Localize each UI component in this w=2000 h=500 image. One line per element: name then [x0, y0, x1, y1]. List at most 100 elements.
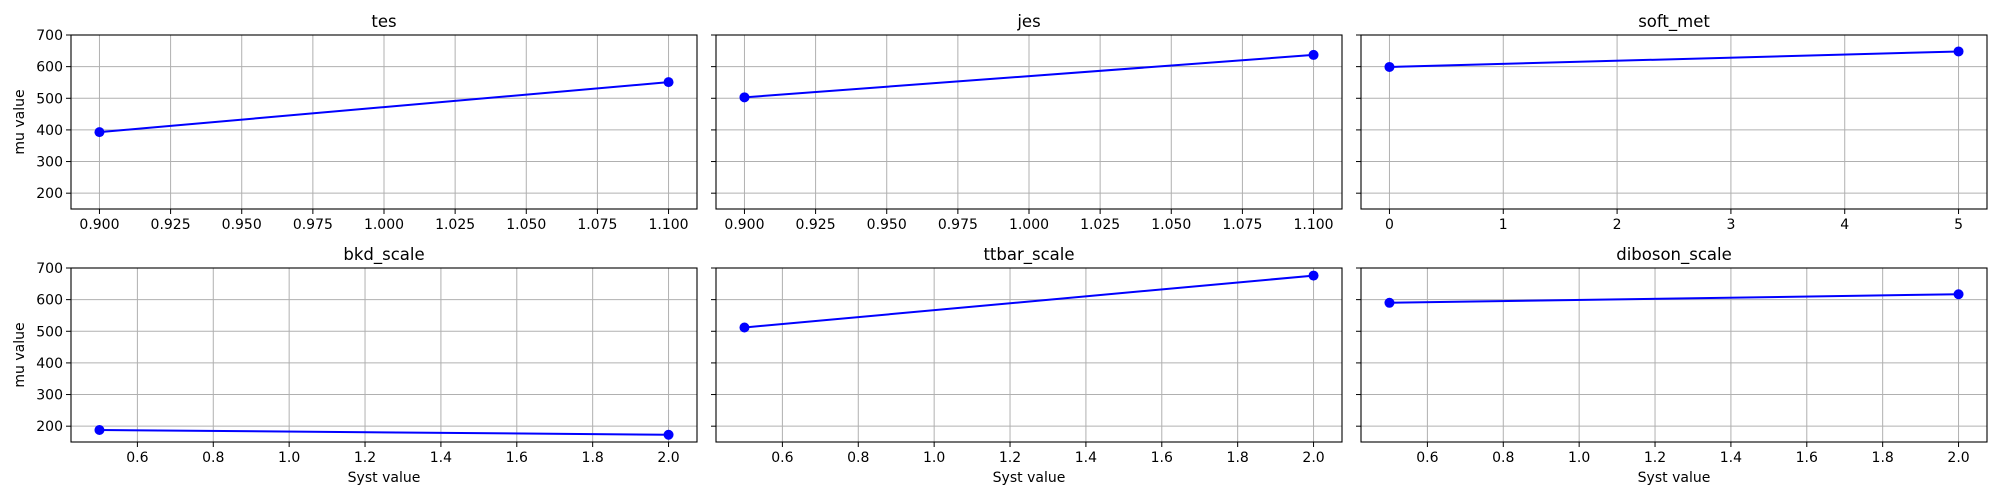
axes-frame: [715, 267, 1343, 443]
x-tick-label: 1.050: [506, 217, 546, 233]
data-point: [663, 77, 674, 88]
data-point: [1953, 289, 1964, 300]
x-tick-label: 1.0: [278, 450, 300, 466]
x-tick-label: 5: [1954, 217, 1963, 233]
subplot-diboson-scale: 0.6 0.8 1.0 1.2 1.4 1.6 1.8 2.0 diboson_scale Sys…: [1356, 245, 1988, 486]
x-tick-label: 1.2: [999, 450, 1021, 466]
data-point: [94, 424, 105, 435]
x-tick-label: 1.0: [1568, 450, 1590, 466]
y-tick-label: 200: [36, 186, 63, 202]
x-tick-label: 0.8: [1492, 450, 1514, 466]
x-tick-label: 2.0: [657, 450, 679, 466]
x-axis-label: Syst value: [1638, 470, 1711, 486]
x-tick-label: 0.900: [724, 217, 764, 233]
series-line: [744, 53, 1314, 99]
axes-frame: [715, 34, 1343, 210]
data-point: [739, 322, 750, 333]
x-tick-label: 4: [1840, 217, 1849, 233]
y-tick-label: 300: [36, 388, 63, 404]
x-tick-label: 1.050: [1151, 217, 1191, 233]
data-point: [1384, 61, 1395, 72]
axes-frame: [1360, 34, 1988, 210]
x-tick-label: 1.6: [1151, 450, 1173, 466]
series-line: [99, 81, 669, 134]
x-tick-label: 1.6: [506, 450, 528, 466]
subplot-tes: 0.900 0.925 0.950 0.975 1.000 1.025 1.050 1.075…: [12, 12, 698, 233]
x-tick-label: 2.0: [1302, 450, 1324, 466]
x-tick-label: 1.8: [1227, 450, 1249, 466]
y-tick-label: 600: [36, 293, 63, 309]
x-tick-label: 1.2: [1644, 450, 1666, 466]
x-tick-label: 1.8: [582, 450, 604, 466]
x-tick-label: 1.025: [1080, 217, 1120, 233]
series-line: [99, 428, 669, 436]
x-tick-label: 0.975: [293, 217, 333, 233]
x-tick-label: 0.925: [796, 217, 836, 233]
data-point: [1308, 49, 1319, 60]
subplot-title: diboson_scale: [1616, 245, 1732, 265]
y-tick-label: 700: [36, 261, 63, 277]
x-tick-label: 1.0: [923, 450, 945, 466]
subplot-title: jes: [1016, 12, 1040, 31]
y-tick-label: 500: [36, 324, 63, 340]
x-tick-label: 1.4: [430, 450, 452, 466]
x-tick-label: 0.8: [202, 450, 224, 466]
y-tick-label: 300: [36, 155, 63, 171]
x-tick-label: 1.4: [1720, 450, 1742, 466]
series-line: [1389, 50, 1959, 68]
data-point: [1308, 270, 1319, 281]
x-tick-label: 1.025: [435, 217, 475, 233]
x-tick-label: 1.075: [1222, 217, 1262, 233]
data-point: [1384, 297, 1395, 308]
x-tick-label: 1.8: [1872, 450, 1894, 466]
data-point: [663, 429, 674, 440]
axes-frame: [70, 34, 698, 210]
x-tick-label: 0.925: [151, 217, 191, 233]
y-tick-label: 500: [36, 91, 63, 107]
subplot-bkd-scale: 0.6 0.8 1.0 1.2 1.4 1.6 1.8 2.0 200 300 400 500 600 7…: [12, 245, 698, 486]
subplot-title: tes: [371, 12, 396, 31]
x-tick-label: 1.6: [1796, 450, 1818, 466]
y-axis-label: mu value: [12, 89, 28, 154]
y-tick-label: 200: [36, 419, 63, 435]
x-tick-label: 1.100: [1293, 217, 1333, 233]
axes-frame: [70, 267, 698, 443]
x-tick-label: 0.975: [938, 217, 978, 233]
x-tick-label: 1.2: [354, 450, 376, 466]
subplot-jes: 0.900 0.925 0.950 0.975 1.000 1.025 1.050 1.075…: [711, 12, 1343, 233]
x-tick-label: 0: [1385, 217, 1394, 233]
y-tick-label: 700: [36, 28, 63, 44]
x-tick-label: 1.000: [1009, 217, 1049, 233]
x-tick-label: 0.900: [79, 217, 119, 233]
x-tick-label: 0.6: [126, 450, 148, 466]
x-tick-label: 1: [1499, 217, 1508, 233]
data-point: [739, 92, 750, 103]
series-line: [1389, 293, 1959, 304]
x-tick-label: 1.100: [648, 217, 688, 233]
x-tick-label: 2.0: [1947, 450, 1969, 466]
x-axis-label: Syst value: [993, 470, 1066, 486]
y-axis-label: mu value: [12, 322, 28, 387]
x-tick-label: 3: [1726, 217, 1735, 233]
data-point: [94, 127, 105, 138]
subplot-soft-met: 0 1 2 3 4 5 soft_met: [1356, 12, 1988, 233]
data-point: [1953, 46, 1964, 57]
x-tick-label: 1.075: [577, 217, 617, 233]
series-line: [744, 274, 1314, 329]
axes-frame: [1360, 267, 1988, 443]
subplot-title: bkd_scale: [343, 245, 424, 265]
subplot-ttbar-scale: 0.6 0.8 1.0 1.2 1.4 1.6 1.8 2.0 ttbar_scale Syst …: [711, 245, 1343, 486]
y-tick-label: 600: [36, 60, 63, 76]
x-tick-label: 2: [1613, 217, 1622, 233]
x-tick-label: 0.950: [867, 217, 907, 233]
x-tick-label: 1.000: [364, 217, 404, 233]
x-tick-label: 1.4: [1075, 450, 1097, 466]
y-tick-label: 400: [36, 356, 63, 372]
subplot-title: ttbar_scale: [983, 245, 1074, 265]
subplot-title: soft_met: [1638, 12, 1710, 32]
y-tick-label: 400: [36, 123, 63, 139]
x-tick-label: 0.6: [771, 450, 793, 466]
x-tick-label: 0.950: [222, 217, 262, 233]
x-axis-label: Syst value: [348, 470, 421, 486]
